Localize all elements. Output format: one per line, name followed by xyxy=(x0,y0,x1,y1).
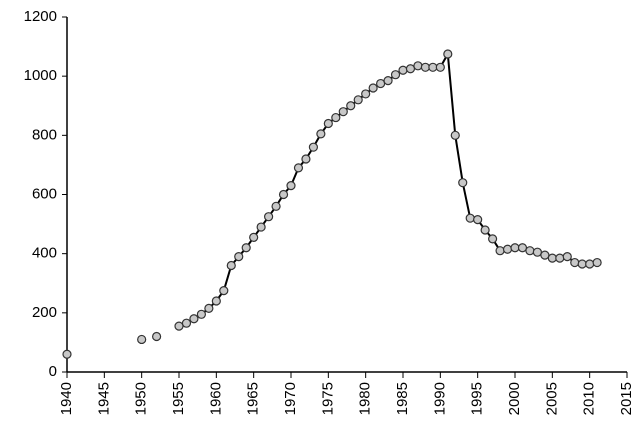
y-tick-label: 800 xyxy=(32,126,57,143)
x-tick-label: 1980 xyxy=(357,382,374,415)
point xyxy=(577,259,587,269)
point xyxy=(555,253,565,263)
point xyxy=(219,286,229,296)
point xyxy=(517,243,528,253)
x-tick-label: 1950 xyxy=(133,382,150,415)
point xyxy=(488,234,498,244)
x-tick-label: 1955 xyxy=(170,382,187,415)
point xyxy=(286,181,296,191)
point xyxy=(241,243,251,253)
point xyxy=(338,107,348,117)
point xyxy=(420,62,430,72)
x-tick-label: 1990 xyxy=(431,382,448,415)
point xyxy=(249,232,259,242)
point xyxy=(361,89,371,99)
point xyxy=(301,154,311,164)
point xyxy=(189,314,199,324)
point xyxy=(152,331,162,342)
point xyxy=(562,252,572,262)
point xyxy=(204,303,214,313)
point xyxy=(234,252,244,262)
point xyxy=(368,83,378,93)
point xyxy=(398,65,408,75)
point xyxy=(480,225,490,235)
point xyxy=(211,296,221,306)
point xyxy=(278,189,289,200)
point xyxy=(353,95,363,105)
point xyxy=(450,130,460,140)
point xyxy=(502,244,513,254)
x-tick-label: 1975 xyxy=(319,382,336,415)
x-tick-label: 1940 xyxy=(58,382,75,415)
point xyxy=(383,76,393,86)
point xyxy=(226,260,236,271)
x-tick-label: 1965 xyxy=(245,382,262,415)
point xyxy=(181,318,192,328)
x-tick-label: 1960 xyxy=(207,382,224,415)
point xyxy=(525,246,535,256)
point xyxy=(323,118,333,129)
x-tick-label: 1985 xyxy=(394,382,411,415)
point xyxy=(390,70,401,80)
point xyxy=(62,349,72,359)
y-tick-label: 0 xyxy=(49,363,57,380)
point xyxy=(376,78,386,89)
y-tick-label: 1200 xyxy=(24,8,57,25)
point xyxy=(473,215,483,225)
x-tick-label: 1945 xyxy=(95,382,112,415)
x-tick-label: 2005 xyxy=(543,382,560,415)
point xyxy=(443,49,453,59)
x-tick-label: 2010 xyxy=(581,382,598,415)
point xyxy=(308,142,318,152)
point xyxy=(458,178,468,188)
point xyxy=(540,250,550,260)
point xyxy=(137,334,147,345)
point xyxy=(331,112,341,123)
y-tick-label: 1000 xyxy=(24,67,57,84)
x-tick-label: 1970 xyxy=(282,382,299,415)
point xyxy=(547,253,557,263)
y-tick-label: 600 xyxy=(32,185,57,202)
point xyxy=(428,62,438,72)
point xyxy=(346,101,356,111)
point xyxy=(532,247,543,257)
point xyxy=(465,213,475,223)
x-tick-label: 2000 xyxy=(506,382,523,415)
point xyxy=(256,222,266,232)
point xyxy=(585,259,595,269)
point xyxy=(271,201,281,211)
point xyxy=(264,212,274,222)
point xyxy=(293,163,304,173)
point xyxy=(592,257,602,268)
y-tick-label: 200 xyxy=(32,304,57,321)
y-tick-label: 400 xyxy=(32,245,57,262)
x-tick-label: 2015 xyxy=(618,382,635,415)
point xyxy=(405,64,416,74)
point xyxy=(174,321,184,331)
point xyxy=(435,62,445,72)
x-tick-label: 1995 xyxy=(469,382,486,415)
point xyxy=(316,129,326,139)
point xyxy=(196,309,206,319)
point xyxy=(510,243,520,253)
point xyxy=(413,61,423,71)
line xyxy=(178,50,598,328)
point xyxy=(495,246,505,256)
point xyxy=(570,257,580,268)
